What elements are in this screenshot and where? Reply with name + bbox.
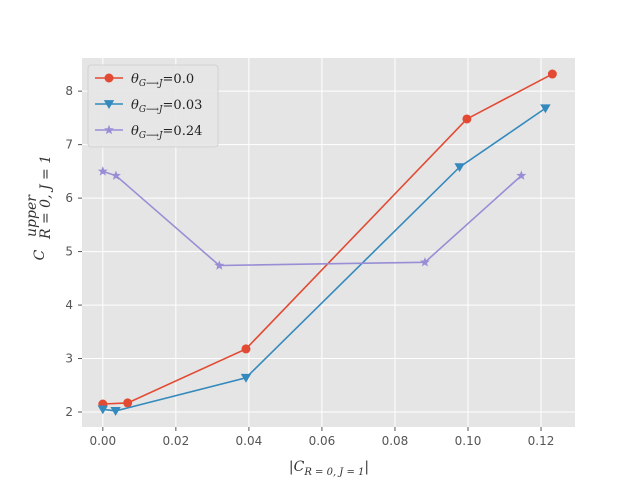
y-tick-label: 8 — [65, 84, 73, 98]
series-layer — [97, 69, 557, 416]
y-tick-label: 4 — [65, 298, 73, 312]
y-tick-label: 3 — [65, 352, 73, 366]
data-point — [540, 104, 551, 114]
x-tick-label: 0.10 — [455, 434, 482, 448]
data-point — [97, 166, 108, 176]
data-point — [419, 257, 430, 267]
data-point — [241, 344, 251, 354]
y-axis-label: C upper R = 0, J = 1 — [24, 155, 54, 261]
legend-label: θG⟶J=0.03 — [131, 98, 202, 115]
legend-marker — [103, 100, 115, 109]
legend-marker — [104, 124, 114, 135]
y-tick-label: 7 — [65, 138, 73, 152]
x-tick-label: 0.00 — [89, 434, 116, 448]
data-point — [547, 69, 557, 79]
x-tick-label: 0.02 — [162, 434, 189, 448]
legend: θG⟶J=0.0 θG⟶J=0.03 θG⟶J=0.24 — [87, 64, 219, 148]
data-point — [516, 170, 527, 180]
series-0 — [98, 69, 557, 409]
y-axis-ticks: 2 3 4 5 6 7 8 — [65, 84, 82, 419]
legend-box — [87, 64, 219, 148]
legend-entry: θG⟶J=0.24 — [95, 124, 202, 141]
y-tick-label: 2 — [65, 405, 73, 419]
legend-marker — [104, 73, 114, 83]
x-tick-label: 0.06 — [309, 434, 336, 448]
x-axis-ticks: 0.00 0.02 0.04 0.06 0.08 0.10 0.12 — [89, 427, 554, 448]
data-point — [454, 163, 465, 173]
series-1 — [97, 104, 551, 416]
data-point — [214, 260, 225, 270]
x-tick-label: 0.08 — [382, 434, 409, 448]
legend-entry: θG⟶J=0.03 — [95, 98, 202, 115]
x-axis-label: |CR = 0, J = 1| — [289, 459, 369, 478]
data-point — [110, 407, 121, 416]
data-point — [97, 405, 109, 415]
x-tick-label: 0.12 — [528, 434, 555, 448]
y-tick-label: 6 — [65, 191, 73, 205]
data-point — [111, 170, 121, 180]
data-point — [123, 398, 133, 408]
legend-label: θG⟶J=0.0 — [131, 72, 194, 89]
legend-entry: θG⟶J=0.0 — [95, 72, 194, 89]
svg-text:upper: upper — [24, 194, 40, 237]
series-2 — [97, 166, 527, 270]
svg-text:C: C — [32, 249, 48, 260]
data-point — [240, 373, 252, 383]
x-tick-label: 0.04 — [236, 434, 263, 448]
legend-label: θG⟶J=0.24 — [131, 124, 202, 141]
svg-text:R = 0, J = 1: R = 0, J = 1 — [38, 155, 54, 240]
data-point — [462, 114, 472, 124]
y-tick-label: 5 — [65, 245, 73, 259]
